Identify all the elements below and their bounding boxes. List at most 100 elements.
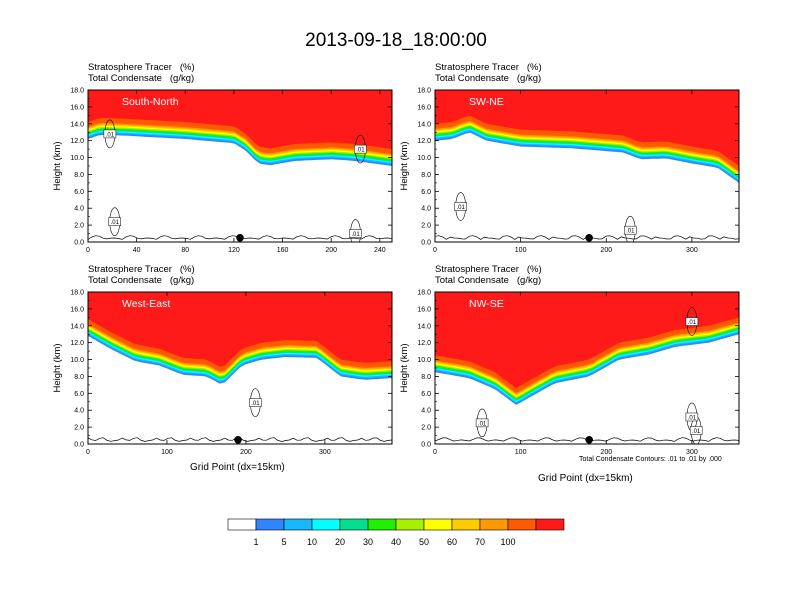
contour-label: .01	[688, 320, 697, 326]
contour-label-box	[685, 412, 699, 422]
contour-label: .01	[351, 232, 360, 238]
colorbar-swatch	[367, 518, 397, 531]
y-tick-label: 6.0	[421, 189, 431, 196]
y-tick-label: 6.0	[74, 391, 84, 398]
colorbar-swatch	[283, 518, 313, 531]
x-tick-label: 100	[515, 449, 527, 454]
contour-label-box	[108, 217, 122, 226]
y-axis-label: Height (km)	[399, 343, 410, 392]
colorbar-label: 50	[419, 537, 429, 547]
colorbar-label: 1	[253, 537, 258, 547]
y-tick-label: 16.0	[417, 306, 431, 313]
x-tick-label: 200	[600, 247, 612, 252]
x-tick-label: 200	[600, 449, 612, 454]
tracer-field	[435, 90, 739, 242]
y-tick-label: 10.0	[417, 357, 431, 364]
contour-label-box	[349, 229, 362, 238]
colorbar-swatch	[423, 518, 453, 531]
tracer-field	[88, 292, 392, 442]
x-tick-label: 200	[325, 247, 337, 252]
x-tick-label: 80	[181, 247, 189, 252]
contour-label: .01	[692, 429, 701, 435]
colorbar-label: 100	[500, 537, 515, 547]
panel-header: Stratosphere Tracer (%) Total Condensate…	[88, 62, 195, 84]
y-tick-label: 14.0	[70, 121, 84, 128]
panel-title: South-North	[122, 96, 179, 108]
x-tick-label: 0	[433, 247, 437, 252]
contour-label: .01	[111, 220, 120, 226]
panel-title: NW-SE	[469, 298, 504, 310]
y-tick-label: 2.0	[421, 425, 431, 432]
colorbar-swatch	[507, 518, 537, 531]
y-tick-label: 4.0	[421, 206, 431, 213]
y-tick-label: 4.0	[421, 408, 431, 415]
y-tick-label: 18.0	[417, 290, 431, 297]
location-marker	[585, 435, 593, 444]
y-tick-label: 14.0	[417, 323, 431, 330]
panel-nw-se: Stratosphere Tracer (%) Total Condensate…	[397, 264, 777, 454]
x-tick-label: 100	[515, 247, 527, 252]
tracer-band	[88, 292, 392, 367]
tracer-band	[435, 90, 739, 166]
y-tick-label: 0.0	[421, 442, 431, 449]
x-tick-label: 100	[161, 449, 173, 454]
colorbar-label: 70	[475, 537, 485, 547]
contour-label: .01	[251, 401, 260, 407]
colorbar-swatch	[339, 518, 369, 531]
contour-label-box	[249, 398, 262, 407]
y-tick-label: 12.0	[70, 138, 84, 145]
x-axis-label-left: Grid Point (dx=15km)	[190, 462, 285, 473]
contour-label: .01	[356, 148, 365, 154]
y-tick-label: 2.0	[74, 223, 84, 230]
contour-label-box	[685, 317, 699, 326]
contour-label: .01	[106, 132, 115, 138]
panel-header: Stratosphere Tracer (%) Total Condensate…	[435, 62, 542, 84]
y-tick-label: 16.0	[70, 104, 84, 111]
y-tick-label: 10.0	[417, 155, 431, 162]
colorbar-swatch	[227, 518, 257, 531]
figure-title: 2013-09-18_18:00:00	[305, 30, 487, 51]
panel-west-east: Stratosphere Tracer (%) Total Condensate…	[50, 264, 430, 454]
x-tick-label: 300	[686, 247, 698, 252]
panel-south-north: Stratosphere Tracer (%) Total Condensate…	[50, 62, 430, 252]
y-tick-label: 18.0	[70, 88, 84, 95]
y-tick-label: 6.0	[74, 189, 84, 196]
colorbar-legend: 1 5 10 20 30 40 50 60 70 100	[227, 518, 565, 547]
x-tick-label: 160	[277, 247, 289, 252]
colorbar-label: 10	[307, 537, 317, 547]
x-tick-label: 40	[133, 247, 141, 252]
y-axis-label: Height (km)	[52, 343, 63, 392]
y-tick-label: 0.0	[74, 442, 84, 449]
y-tick-label: 12.0	[417, 340, 431, 347]
contour-label: .01	[457, 205, 466, 211]
contour-label: .01	[478, 421, 487, 427]
y-tick-label: 2.0	[74, 425, 84, 432]
colorbar-swatch	[451, 518, 481, 531]
y-tick-label: 4.0	[74, 408, 84, 415]
x-tick-label: 300	[686, 449, 698, 454]
x-tick-label: 0	[86, 449, 90, 454]
location-marker	[585, 233, 593, 242]
y-tick-label: 14.0	[70, 323, 84, 330]
location-marker	[236, 233, 244, 242]
nw-se-cross-section: .01 .01 .01 .01 NW-SE 0.0 2.0 4.0 6.0 8.0 10.0 12.0…	[399, 290, 740, 454]
colorbar-swatch	[255, 518, 285, 531]
colorbar-label: 20	[335, 537, 345, 547]
y-tick-label: 14.0	[417, 121, 431, 128]
panel-header: Stratosphere Tracer (%) Total Condensate…	[88, 264, 195, 286]
colorbar-label: 30	[363, 537, 373, 547]
y-tick-label: 16.0	[70, 306, 84, 313]
contour-label-box	[623, 225, 637, 235]
contour-label: .01	[626, 229, 635, 235]
contour-note: Total Condensate Contours: .01 to .01 by…	[579, 456, 722, 463]
x-tick-label: 240	[374, 247, 386, 252]
y-tick-label: 8.0	[421, 374, 431, 381]
y-tick-label: 18.0	[70, 290, 84, 297]
colorbar-swatch	[395, 518, 425, 531]
y-tick-label: 10.0	[70, 155, 84, 162]
contour-label-box	[454, 202, 467, 211]
colorbar-swatch	[479, 518, 509, 531]
contour-label-box	[103, 129, 117, 139]
x-tick-label: 0	[433, 449, 437, 454]
colorbar-label: 40	[391, 537, 401, 547]
